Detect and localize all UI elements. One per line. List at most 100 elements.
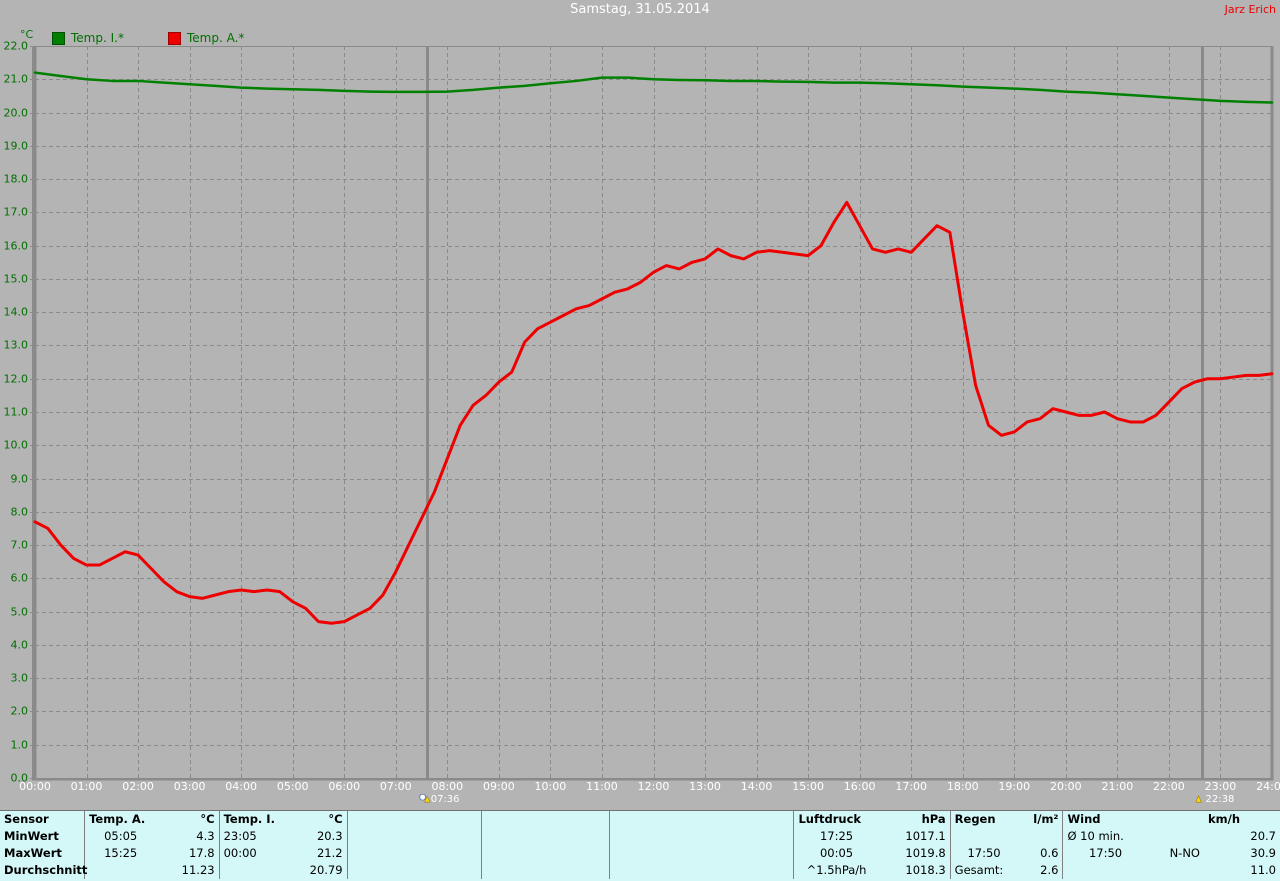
y-tick-label: 8.0 xyxy=(10,505,29,519)
cell-ti-min-val: 20.3 xyxy=(286,828,348,845)
cell-lp-max-val: 1019.8 xyxy=(878,845,951,862)
cell-empty-9 xyxy=(609,845,795,862)
cell-ta-min-time: 05:05 xyxy=(104,829,138,843)
cell-wind-avg-dir xyxy=(1148,828,1204,845)
y-tick-label: 9.0 xyxy=(10,472,29,486)
y-tick-label: 20.0 xyxy=(3,106,29,120)
y-tick-label: 17.0 xyxy=(3,205,29,219)
cell-empty-7 xyxy=(347,845,483,862)
y-tick-label: 2.0 xyxy=(10,704,29,718)
summary-table-grid: Sensor Temp. A. °C Temp. I. °C Luftdruck… xyxy=(0,811,1280,879)
cell-ti-avg-empty xyxy=(219,862,286,879)
x-tick-label: 00:00 xyxy=(19,780,51,793)
y-tick-label: 4.0 xyxy=(10,638,29,652)
cell-ti-avg: 20.79 xyxy=(286,862,348,879)
x-tick-label: 10:00 xyxy=(534,780,567,793)
cell-empty-12 xyxy=(609,862,795,879)
plot-container: 0.0 1.0 2.0 3.0 4.0 5.0 6.0 7.0 8.0 9.0 10.0 11.0 12… xyxy=(0,39,1280,810)
cell-ta-min-val: 4.3 xyxy=(156,828,220,845)
cell-regen-empty-2 xyxy=(1017,828,1064,845)
y-tick-label: 7.0 xyxy=(10,538,29,552)
cell-empty-11 xyxy=(481,862,611,879)
x-tick-label: 11:00 xyxy=(586,780,618,793)
x-tick-label: 12:00 xyxy=(637,780,670,793)
cell-durchschnitt: Durchschnitt xyxy=(0,862,87,879)
x-tick-label: 15:00 xyxy=(792,780,824,793)
cell-wind-max-time: 17:50 xyxy=(1088,846,1123,860)
y-tick-label: 15.0 xyxy=(3,272,29,286)
x-tick-label: 24:00 xyxy=(1256,780,1280,793)
x-tick-label: 02:00 xyxy=(122,780,154,793)
summary-table: Sensor Temp. A. °C Temp. I. °C Luftdruck… xyxy=(0,810,1280,881)
series-line-outdoor xyxy=(33,200,1274,625)
y-tick-label: 1.0 xyxy=(10,738,29,752)
y-tick-label: 21.0 xyxy=(3,72,29,86)
x-tick-label: 07:00 xyxy=(379,780,412,793)
table-row-min: MinWert 05:05 4.3 23:05 20.3 17:25 1017.… xyxy=(0,828,1280,845)
series-line-indoor xyxy=(33,71,1274,104)
x-tick-label: 05:00 xyxy=(276,780,309,793)
cell-ta-avg: 11.23 xyxy=(156,862,220,879)
table-row-header: Sensor Temp. A. °C Temp. I. °C Luftdruck… xyxy=(0,811,1280,828)
sunset-marker: 22:38 xyxy=(1194,793,1235,805)
author-label: Jarz Erich xyxy=(1224,3,1276,16)
y-tick-label: 11.0 xyxy=(3,405,29,419)
y-tick-label: 10.0 xyxy=(3,438,29,452)
cell-wind-last-empty xyxy=(1063,862,1148,879)
x-tick-label: 08:00 xyxy=(431,780,464,793)
cell-ta-avg-empty xyxy=(85,862,157,879)
cell-lp-min-val: 1017.1 xyxy=(878,828,951,845)
y-tick-label: 12.0 xyxy=(3,372,29,386)
cell-wind-dir: N-NO xyxy=(1169,846,1200,860)
legend-swatch-outdoor-icon xyxy=(167,31,181,45)
cell-sensor: Sensor xyxy=(0,811,86,828)
cell-ti-max-val: 21.2 xyxy=(286,845,348,862)
y-tick-label: 13.0 xyxy=(3,338,29,352)
table-row-max: MaxWert 15:25 17.8 00:00 21.2 00:05 1019… xyxy=(0,845,1280,862)
x-tick-label: 22:00 xyxy=(1153,780,1185,793)
cell-wind-max-val: 30.9 xyxy=(1250,846,1276,860)
cell-ta-max-time: 15:25 xyxy=(104,846,138,860)
cell-empty-5 xyxy=(481,828,611,845)
sunrise-time-label: 07:36 xyxy=(430,794,460,805)
x-tick-label: 14:00 xyxy=(740,780,773,793)
cell-lp-trend: ^1.5hPa/h xyxy=(806,863,867,877)
page-title: Samstag, 31.05.2014 xyxy=(570,2,710,17)
x-tick-label: 09:00 xyxy=(483,780,515,793)
x-tick-label: 17:00 xyxy=(895,780,928,793)
x-tick-label: 23:00 xyxy=(1204,780,1237,793)
cell-wind-last-dir xyxy=(1148,862,1204,879)
y-tick-label: 3.0 xyxy=(10,671,29,685)
legend-item-outdoor[interactable]: Temp. A.* xyxy=(167,31,244,45)
cell-lp-max-time: 00:05 xyxy=(819,846,854,860)
cell-luftdruck-unit: hPa xyxy=(878,811,951,828)
cell-ti-max-time: 00:00 xyxy=(223,846,257,860)
x-axis-labels: 00:00 01:00 02:00 03:00 04:00 05:00 06:00 07:00… xyxy=(0,780,1280,810)
y-tick-label: 6.0 xyxy=(10,571,29,585)
y-tick-label: 22.0 xyxy=(3,39,29,53)
cell-maxwert: MaxWert xyxy=(0,845,86,862)
cell-temp-i-header: Temp. I. xyxy=(223,812,275,826)
chart-canvas xyxy=(32,46,1274,781)
y-tick-label: 14.0 xyxy=(3,305,29,319)
cell-wind-unit: km/h xyxy=(1207,812,1241,826)
x-tick-label: 16:00 xyxy=(843,780,876,793)
y-tick-label: 5.0 xyxy=(10,605,29,619)
x-tick-label: 01:00 xyxy=(70,780,103,793)
cell-empty-10 xyxy=(347,862,483,879)
legend-item-indoor[interactable]: Temp. I.* xyxy=(52,31,124,45)
x-tick-label: 18:00 xyxy=(946,780,979,793)
table-row-average: Durchschnitt 11.23 20.79 ^1.5hPa/h 1018.… xyxy=(0,862,1280,879)
cell-wind-header: Wind xyxy=(1067,812,1101,826)
cell-luftdruck-header: Luftdruck xyxy=(798,812,862,826)
cell-rain-time: 17:50 xyxy=(967,846,1001,860)
cell-empty-2 xyxy=(481,811,611,828)
sunset-time-label: 22:38 xyxy=(1205,794,1235,805)
legend-swatch-indoor-icon xyxy=(52,31,65,45)
cell-ti-min-time: 23:05 xyxy=(223,829,257,843)
cell-rain-val: 0.6 xyxy=(1017,845,1064,862)
x-tick-label: 04:00 xyxy=(225,780,258,793)
y-tick-label: 19.0 xyxy=(3,139,29,153)
cell-temp-i-unit: °C xyxy=(286,811,348,828)
x-tick-label: 13:00 xyxy=(689,780,721,793)
